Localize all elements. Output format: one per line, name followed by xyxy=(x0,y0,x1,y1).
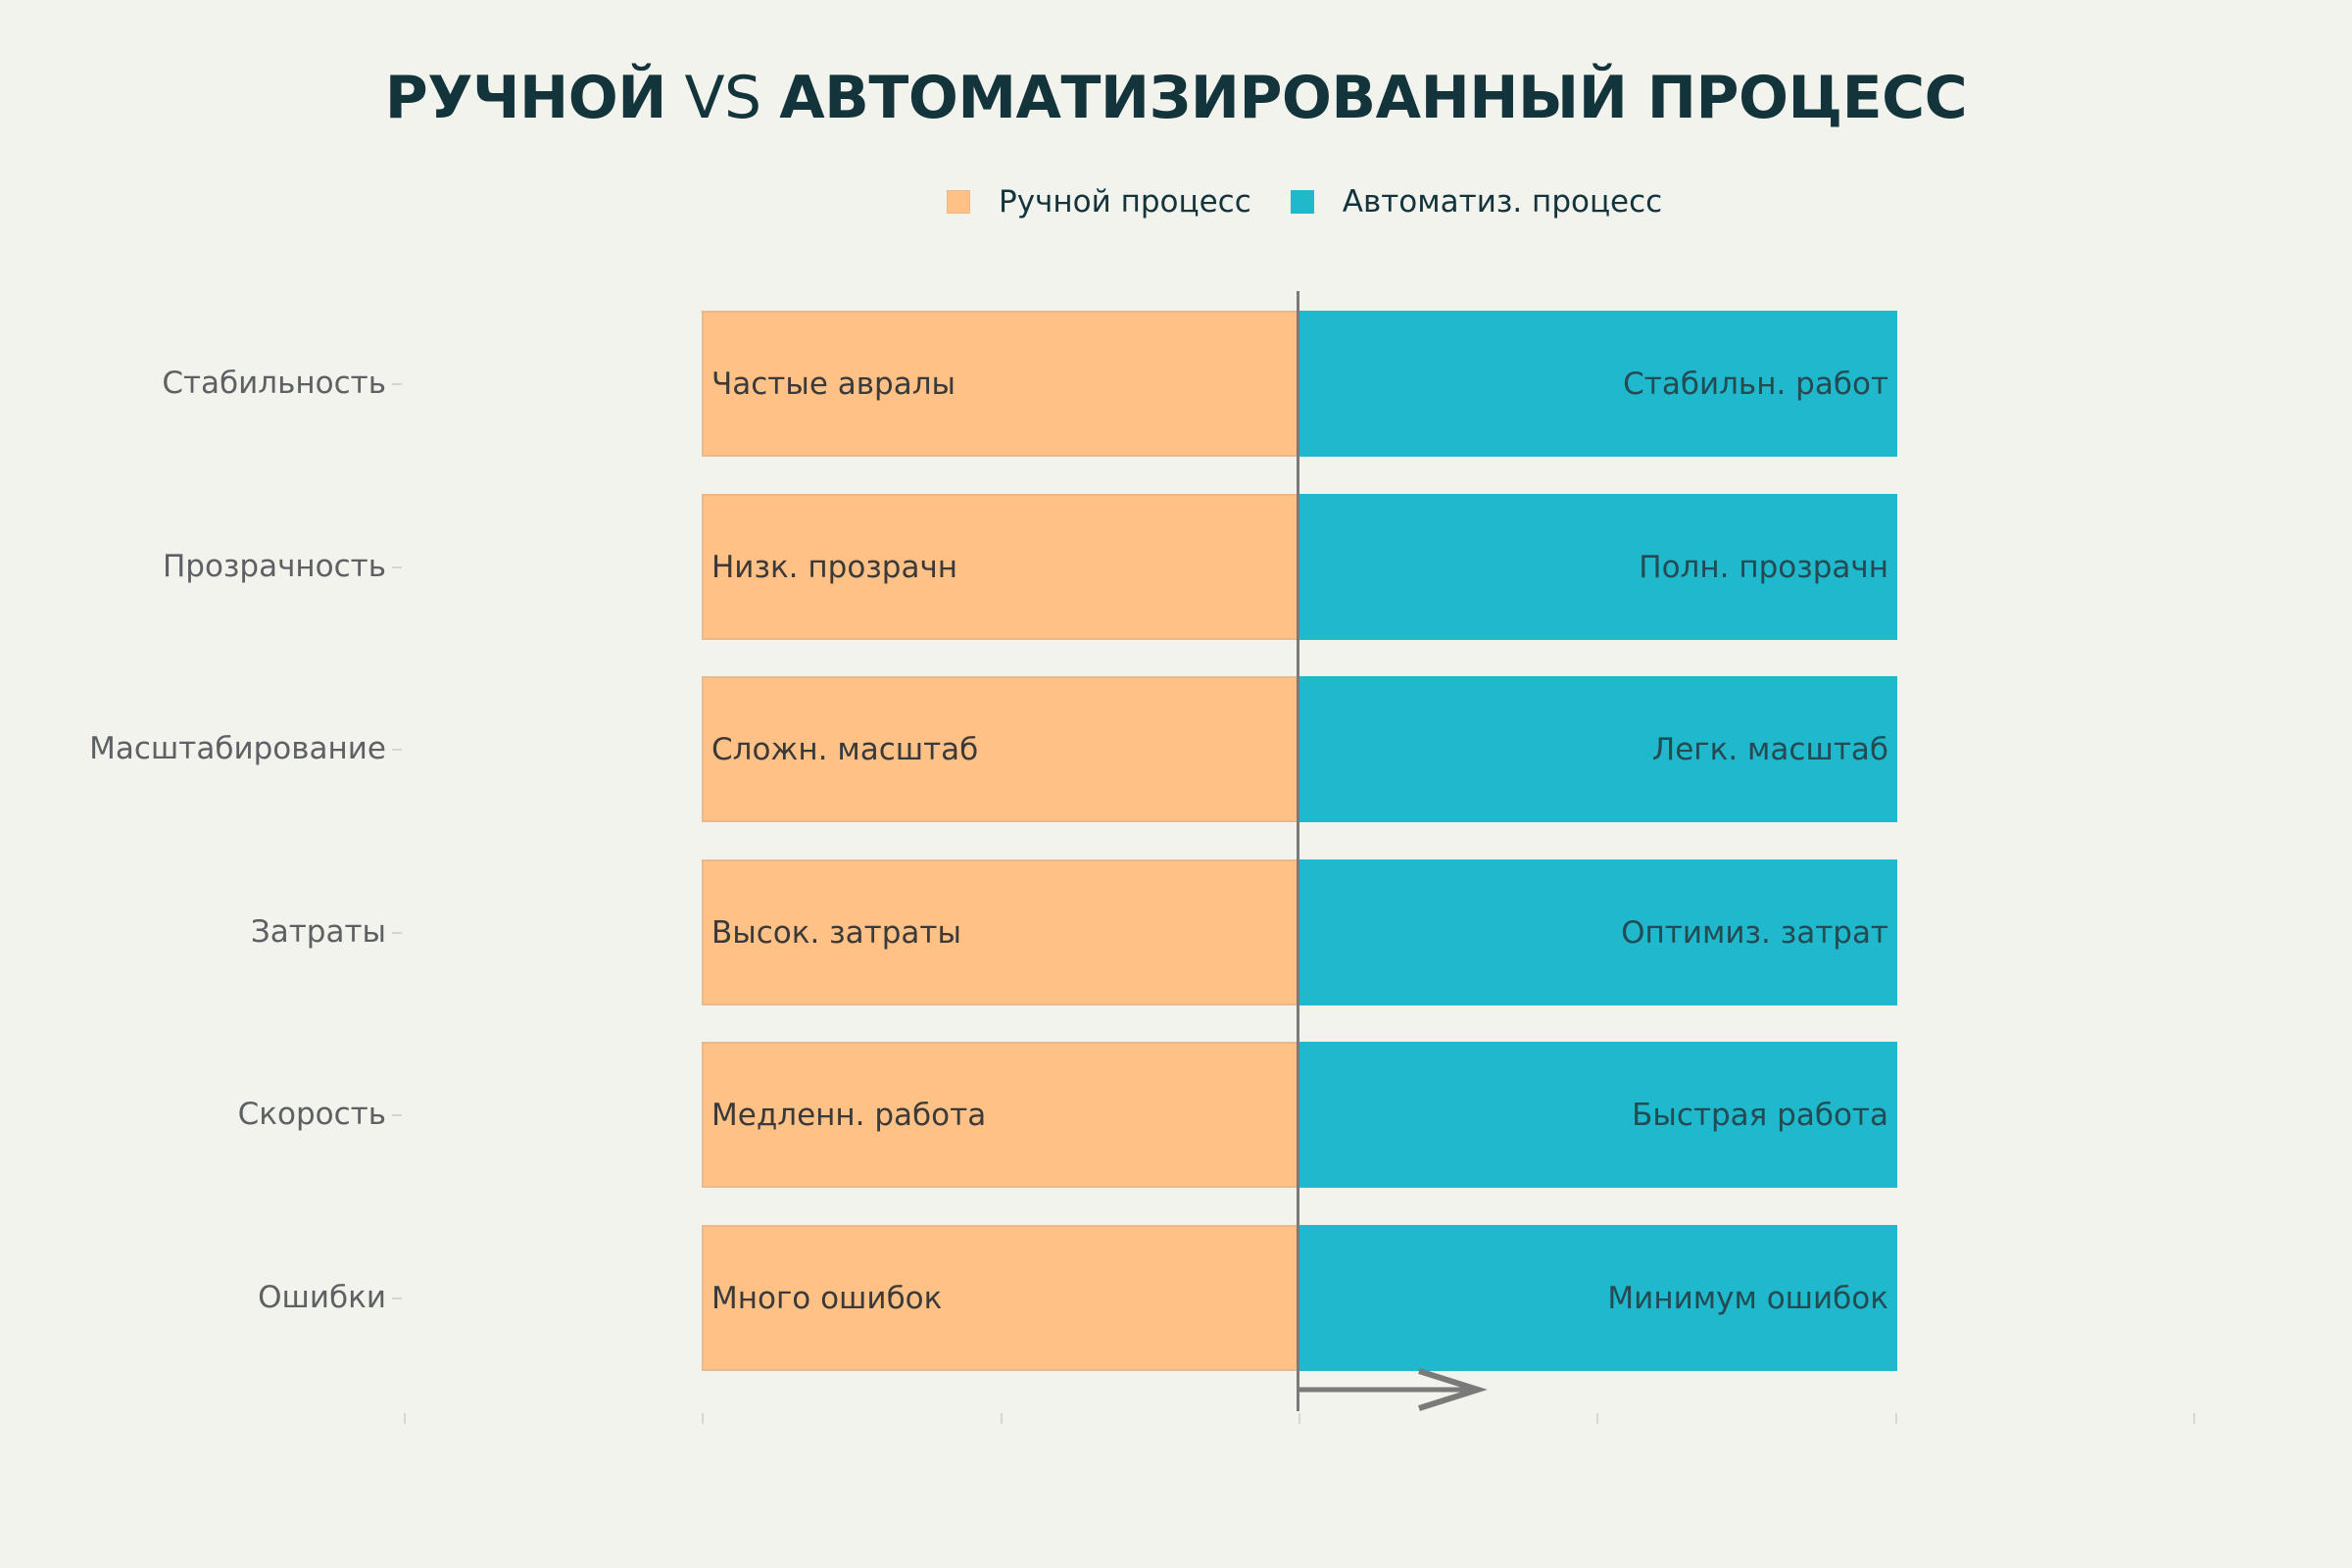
category-label-stability: Стабильность xyxy=(162,366,386,401)
x-tick xyxy=(2193,1413,2195,1424)
y-tick xyxy=(392,383,402,385)
bar-label: Стабильн. работ xyxy=(1623,366,1888,402)
x-tick xyxy=(404,1413,406,1424)
bar-automated-scaling[interactable]: Легк. масштаб xyxy=(1298,676,1897,822)
bar-automated-transparency[interactable]: Полн. прозрачн xyxy=(1298,494,1897,640)
x-tick xyxy=(1001,1413,1003,1424)
bar-label: Полн. прозрачн xyxy=(1639,549,1888,585)
legend-swatch-automated-icon xyxy=(1290,190,1314,214)
title-part-manual: РУЧНОЙ xyxy=(384,64,667,132)
category-label-costs: Затраты xyxy=(250,914,386,950)
bar-automated-stability[interactable]: Стабильн. работ xyxy=(1298,311,1897,457)
x-tick xyxy=(1596,1413,1598,1424)
legend-label-manual: Ручной процесс xyxy=(999,184,1251,220)
bar-manual-speed[interactable]: Медленн. работа xyxy=(702,1042,1298,1188)
bar-automated-costs[interactable]: Оптимиз. затрат xyxy=(1298,859,1897,1005)
y-tick xyxy=(392,566,402,568)
bar-automated-speed[interactable]: Быстрая работа xyxy=(1298,1042,1897,1188)
bar-automated-errors[interactable]: Минимум ошибок xyxy=(1298,1225,1897,1371)
category-label-errors: Ошибки xyxy=(258,1280,386,1315)
bar-manual-costs[interactable]: Высок. затраты xyxy=(702,859,1298,1005)
y-tick xyxy=(392,749,402,751)
bar-label: Оптимиз. затрат xyxy=(1621,914,1888,951)
chart-title: РУЧНОЙ VS АВТОМАТИЗИРОВАННЫЙ ПРОЦЕСС xyxy=(0,61,2352,135)
bar-manual-scaling[interactable]: Сложн. масштаб xyxy=(702,676,1298,822)
y-tick xyxy=(392,1298,402,1299)
legend-item-automated[interactable]: Автоматиз. процесс xyxy=(1290,184,1663,220)
bar-manual-errors[interactable]: Много ошибок xyxy=(702,1225,1298,1371)
bar-label: Сложн. масштаб xyxy=(711,731,979,767)
legend-item-manual[interactable]: Ручной процесс xyxy=(947,184,1251,220)
title-vs: VS xyxy=(684,64,762,132)
title-part-automated: АВТОМАТИЗИРОВАННЫЙ ПРОЦЕСС xyxy=(779,64,1968,132)
bar-label: Легк. масштаб xyxy=(1651,731,1888,767)
bar-label: Много ошибок xyxy=(711,1280,943,1316)
legend-swatch-manual-icon xyxy=(947,190,970,214)
bar-manual-stability[interactable]: Частые авралы xyxy=(702,311,1298,457)
category-label-speed: Скорость xyxy=(237,1097,386,1132)
bar-manual-transparency[interactable]: Низк. прозрачн xyxy=(702,494,1298,640)
bar-label: Низк. прозрачн xyxy=(711,549,958,585)
y-tick xyxy=(392,1114,402,1116)
center-divider-line xyxy=(1297,291,1299,1411)
x-tick xyxy=(702,1413,704,1424)
bar-label: Минимум ошибок xyxy=(1607,1280,1888,1316)
legend-label-automated: Автоматиз. процесс xyxy=(1342,184,1663,220)
category-label-scaling: Масштабирование xyxy=(89,731,386,766)
y-tick xyxy=(392,932,402,934)
category-label-transparency: Прозрачность xyxy=(162,549,386,584)
legend: Ручной процесс Автоматиз. процесс xyxy=(947,182,1662,221)
bar-label: Частые авралы xyxy=(711,366,956,402)
bar-label: Высок. затраты xyxy=(711,914,961,951)
bar-label: Медленн. работа xyxy=(711,1097,987,1133)
arrow-right-icon xyxy=(1298,1368,1488,1411)
bar-label: Быстрая работа xyxy=(1632,1097,1888,1133)
x-tick xyxy=(1298,1413,1300,1424)
x-tick xyxy=(1895,1413,1897,1424)
